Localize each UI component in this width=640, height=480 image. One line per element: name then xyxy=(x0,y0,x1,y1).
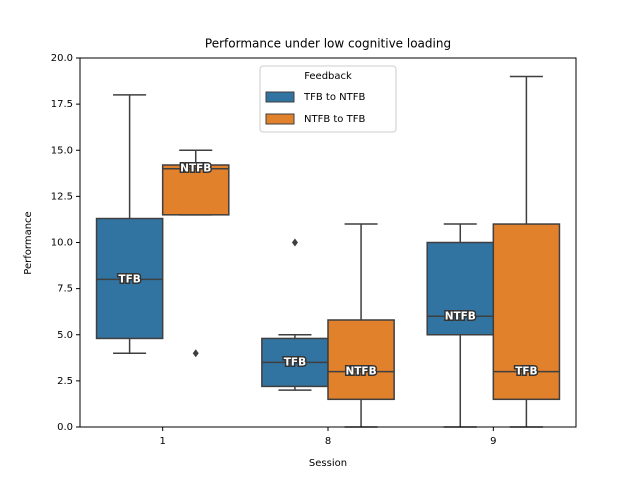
x-tick-label: 8 xyxy=(325,436,331,447)
outlier xyxy=(192,349,199,358)
legend-label: NTFB to TFB xyxy=(304,114,365,125)
box-label: TFB xyxy=(118,273,140,285)
box xyxy=(95,217,164,340)
legend: Feedback TFB to NTFB NTFB to TFB xyxy=(259,65,397,133)
x-tick-label: 1 xyxy=(159,436,165,447)
box xyxy=(327,319,395,401)
y-tick-label: 20.0 xyxy=(51,53,73,64)
box-label: NTFB xyxy=(345,366,376,378)
box xyxy=(492,223,561,401)
box-label: TFB xyxy=(515,366,537,378)
x-tick-label: 9 xyxy=(490,436,496,447)
y-tick-label: 15.0 xyxy=(51,145,73,156)
legend-swatch xyxy=(265,113,295,125)
box-label: NTFB xyxy=(180,163,211,175)
y-tick-label: 7.5 xyxy=(57,284,73,295)
legend-swatch xyxy=(265,91,295,103)
y-tick-label: 12.5 xyxy=(51,191,73,202)
plot-frame xyxy=(79,57,577,428)
y-tick-label: 0.0 xyxy=(57,422,73,433)
chart-title: Performance under low cognitive loading xyxy=(205,37,451,51)
outlier xyxy=(291,238,298,247)
box-label: NTFB xyxy=(445,310,476,322)
y-tick-label: 5.0 xyxy=(57,330,73,341)
box-label: TFB xyxy=(284,356,306,368)
y-axis-label: Performance xyxy=(23,211,34,274)
y-tick-label: 17.5 xyxy=(51,99,73,110)
legend-title: Feedback xyxy=(304,71,352,82)
y-tick-label: 10.0 xyxy=(51,238,73,249)
y-tick-label: 2.5 xyxy=(57,376,73,387)
box xyxy=(426,241,495,336)
legend-label: TFB to NTFB xyxy=(303,92,365,103)
box xyxy=(161,164,230,216)
x-axis-label: Session xyxy=(309,458,347,469)
